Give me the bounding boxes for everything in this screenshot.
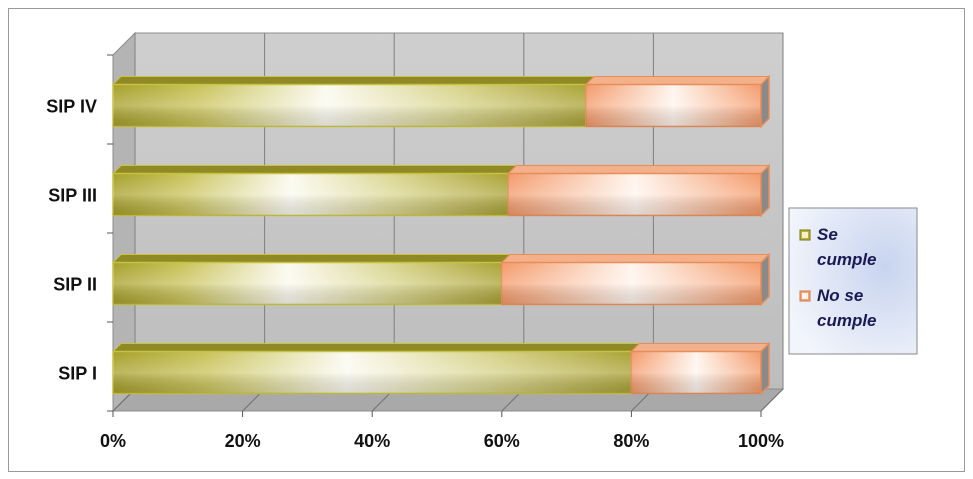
bar-top-face [584,76,771,85]
bar-end-cap [760,74,770,129]
legend: Se cumple No se cumple [788,207,918,355]
bar-top-face [500,254,771,263]
x-tick-label: 60% [484,431,520,451]
legend-label-no-se-cumple-line1: No se [817,286,863,305]
bar-shading [631,351,761,394]
x-tick-label: 20% [225,431,261,451]
category-label: SIP III [48,186,97,206]
bar-end-cap [760,341,770,396]
legend-label-se-cumple-line1: Se [817,225,838,244]
x-tick-label: 100% [738,431,784,451]
bar-top-face [630,343,771,352]
bar-shading [113,351,632,394]
bar-shading [501,262,761,305]
x-tick-label: 40% [354,431,390,451]
legend-swatch-se-cumple-inner [802,232,808,238]
x-tick-label: 80% [613,431,649,451]
category-labels: SIP I SIP II SIP III SIP IV [46,97,97,384]
bar-end-cap [760,163,770,218]
category-label: SIP I [58,364,97,384]
bar-end-cap [760,252,770,307]
category-label: SIP IV [46,97,97,117]
bar-top-face [111,165,518,174]
bar-shading [113,173,509,216]
bar-shading [113,262,502,305]
x-tick-label: 0% [100,431,126,451]
bar-shading [586,84,761,127]
bars [111,74,771,396]
bar-shading [113,84,587,127]
chart-frame: SIP I SIP II SIP III SIP IV 0% 20% 40% 60% 80% 1… [8,8,965,472]
category-label: SIP II [53,275,97,295]
stacked-bar-chart: SIP I SIP II SIP III SIP IV 0% 20% 40% 60% 80% 1… [46,31,918,451]
legend-swatch-no-se-cumple-inner [802,293,808,299]
bar-top-face [111,343,641,352]
legend-label-no-se-cumple-line2: cumple [817,311,877,330]
floor-gridline [760,388,784,412]
bar-top-face [111,76,596,85]
bar-top-face [111,254,512,263]
legend-label-se-cumple-line2: cumple [817,250,877,269]
x-tick-labels: 0% 20% 40% 60% 80% 100% [100,431,784,451]
bar-shading [508,173,761,216]
bar-top-face [507,165,771,174]
